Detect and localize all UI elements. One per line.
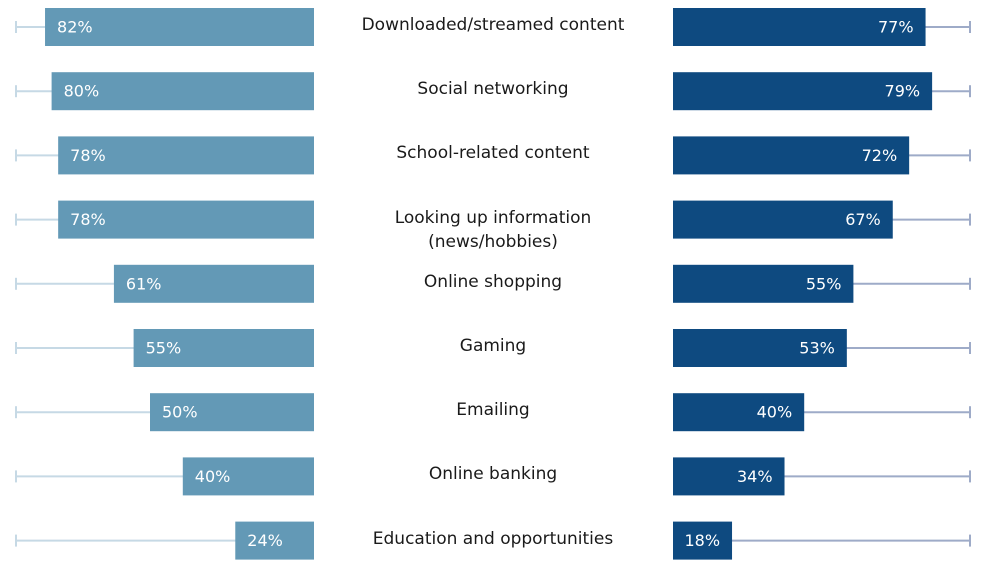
category-label: School-related content xyxy=(396,143,590,164)
category-label: Online shopping xyxy=(423,271,563,292)
value-label: 77% xyxy=(878,18,914,37)
bar xyxy=(182,457,314,496)
value-label: 80% xyxy=(64,82,100,101)
bar xyxy=(673,329,847,367)
value-label: 79% xyxy=(885,82,921,101)
bar xyxy=(673,521,733,560)
bar xyxy=(58,136,314,175)
bar xyxy=(673,200,893,239)
category-label: Downloaded/streamed content xyxy=(361,15,625,35)
bar xyxy=(113,264,314,303)
bar xyxy=(45,8,314,46)
bar xyxy=(673,457,785,496)
bar xyxy=(673,72,933,111)
category-label: Online banking xyxy=(428,464,558,485)
value-label: 40% xyxy=(195,467,231,486)
value-label: 50% xyxy=(162,403,198,422)
value-label: 67% xyxy=(845,210,881,229)
value-label: 18% xyxy=(684,531,720,550)
bar xyxy=(673,8,926,46)
bar xyxy=(673,264,854,303)
value-label: 24% xyxy=(247,531,283,550)
category-label: Emailing xyxy=(456,400,530,421)
bar xyxy=(133,329,314,367)
category-label: Social networking xyxy=(417,79,569,100)
value-label: 55% xyxy=(806,274,842,293)
value-label: 78% xyxy=(70,146,106,165)
value-label: 72% xyxy=(862,146,898,165)
bar xyxy=(235,521,314,560)
value-label: 40% xyxy=(757,403,793,422)
category-label: Education and opportunities xyxy=(372,528,614,549)
category-label: Gaming xyxy=(459,336,527,356)
bar xyxy=(673,393,805,432)
value-label: 78% xyxy=(70,210,106,229)
value-label: 34% xyxy=(737,467,773,486)
value-label: 61% xyxy=(126,274,162,293)
bar xyxy=(51,72,314,111)
value-label: 82% xyxy=(57,18,93,37)
bar xyxy=(150,393,314,432)
bar xyxy=(58,200,314,239)
value-label: 53% xyxy=(799,339,835,358)
value-label: 55% xyxy=(146,339,182,358)
bar xyxy=(673,136,910,175)
category-label: Looking up information (news/hobbies) xyxy=(394,207,592,252)
